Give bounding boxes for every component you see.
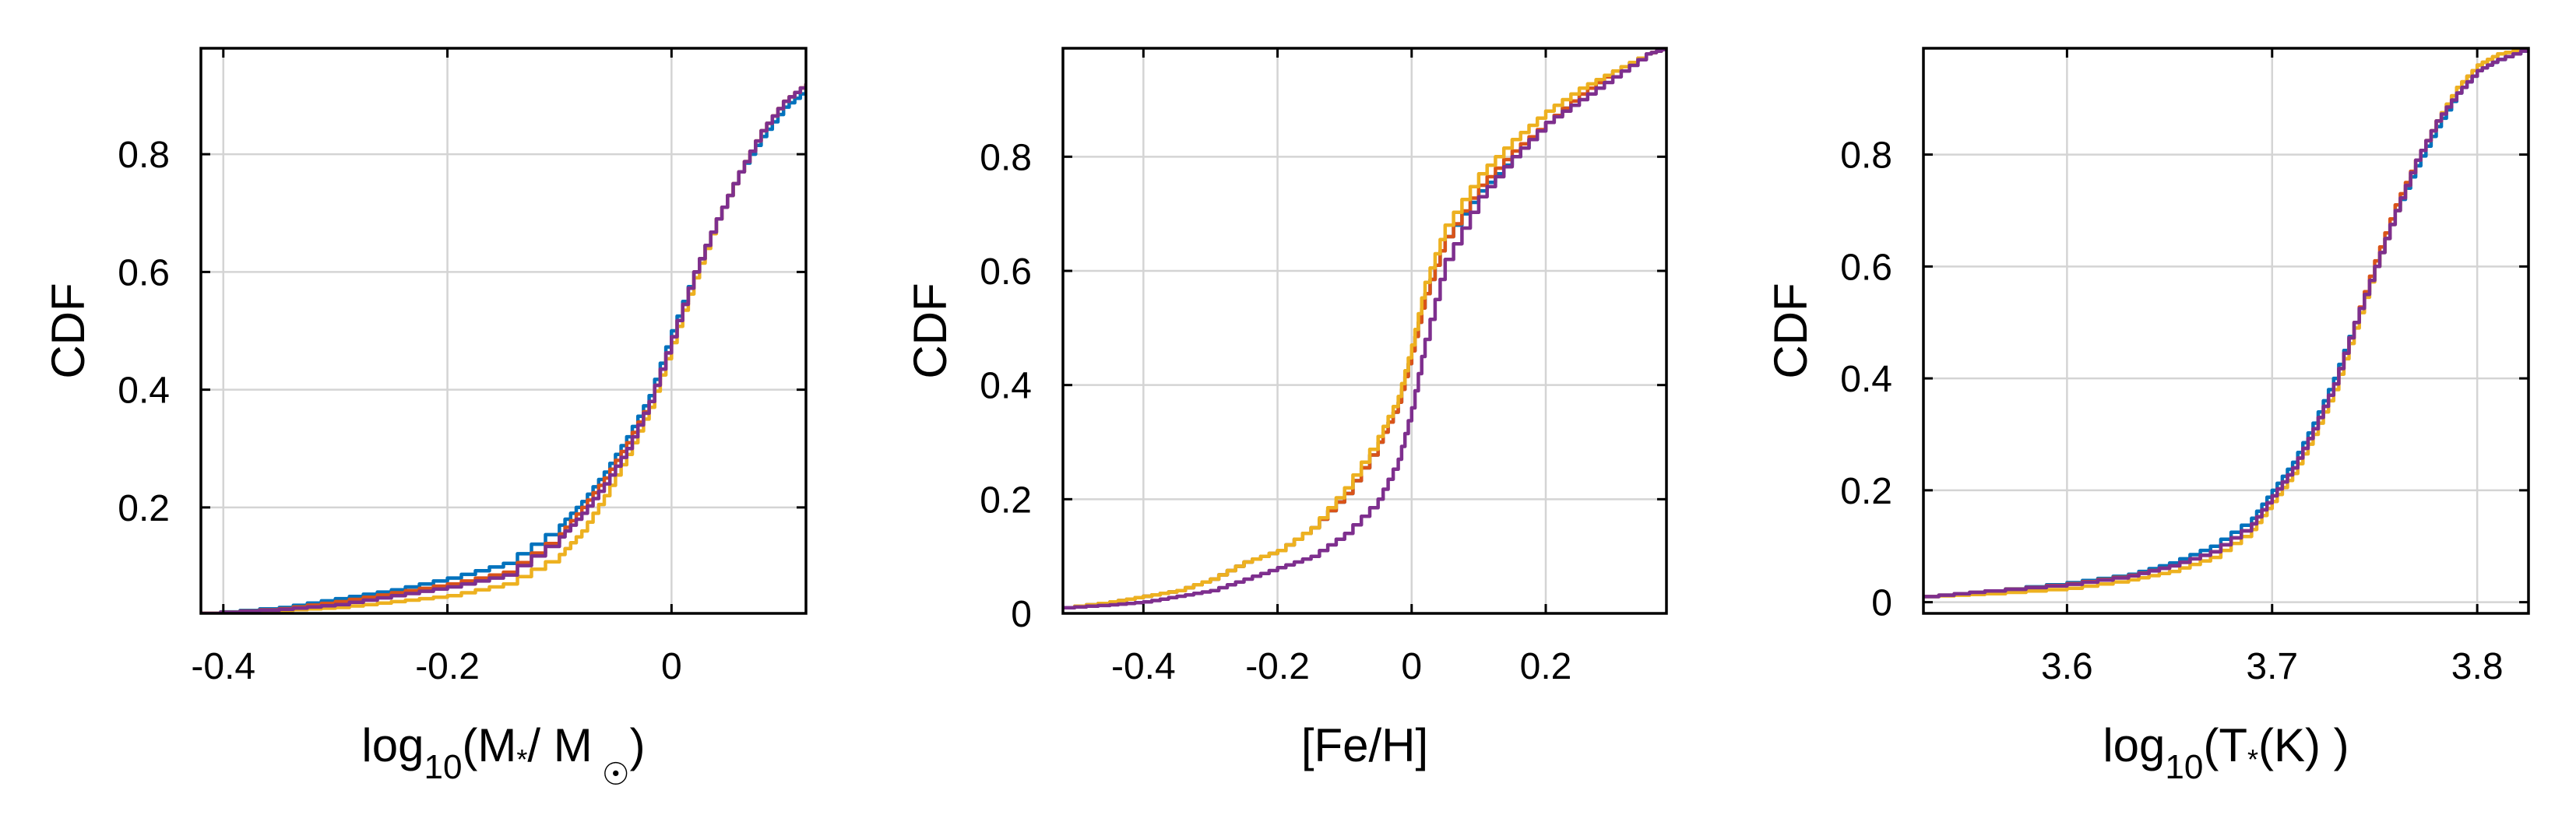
x-tick-label: 0 xyxy=(1401,646,1422,687)
cdf-series-line-4 xyxy=(1923,48,2528,599)
x-tick-label: 3.6 xyxy=(2041,646,2093,687)
cdf-series-line-1 xyxy=(1063,48,1666,609)
cdf-panel-1: -0.4 -0.2 0 0.2 0.4 0.6 0.8 CDF log10(M*/ M ☉) xyxy=(42,47,808,792)
x-axis-label: log10(T*(K) ) xyxy=(2103,719,2349,786)
plot-frame xyxy=(199,47,808,615)
cdf-series-line-4 xyxy=(1063,48,1666,609)
y-tick-label: 0.2 xyxy=(980,479,1032,521)
plot-frame xyxy=(1061,47,1668,615)
y-tick-label: 0.8 xyxy=(1840,135,1892,177)
cdf-series-line-2 xyxy=(1063,48,1666,609)
y-tick-label: 0.6 xyxy=(118,252,170,293)
y-axis-label: CDF xyxy=(42,283,94,378)
y-tick-label: 0.4 xyxy=(1840,359,1892,400)
x-tick-label: 3.7 xyxy=(2246,646,2298,687)
y-tick-label: 0 xyxy=(1871,583,1892,624)
y-tick-label: 0.8 xyxy=(980,137,1032,178)
y-tick-label: 0.4 xyxy=(118,371,170,412)
cdf-panel-2: -0.4 -0.2 0 0.2 0 0.2 0.4 0.6 0.8 CDF [Fe/H] xyxy=(904,47,1668,771)
x-tick-label: 0.2 xyxy=(1520,646,1572,687)
cdf-series-line-1 xyxy=(201,89,806,613)
cdf-series-line-3 xyxy=(201,83,806,613)
plot-frame xyxy=(1922,47,2530,615)
x-tick-label: -0.2 xyxy=(415,646,480,687)
series-group xyxy=(1923,48,2528,599)
y-tick-label: 0.4 xyxy=(980,366,1032,407)
y-tick-label: 0.6 xyxy=(1840,247,1892,288)
cdf-series-line-4 xyxy=(201,83,806,613)
x-tick-label: -0.4 xyxy=(191,646,255,687)
x-tick-label: 3.8 xyxy=(2451,646,2504,687)
x-tick-label: -0.4 xyxy=(1111,646,1176,687)
x-tick-label: -0.2 xyxy=(1245,646,1310,687)
x-axis-label: log10(M*/ M ☉) xyxy=(361,719,645,792)
cdf-series-line-3 xyxy=(1063,48,1666,609)
y-tick-label: 0.2 xyxy=(1840,471,1892,512)
y-tick-label: 0.6 xyxy=(980,251,1032,293)
y-tick-label: 0.8 xyxy=(118,135,170,176)
series-group xyxy=(1063,48,1666,609)
y-tick-label: 0 xyxy=(1011,594,1032,635)
cdf-panel-3: 3.6 3.7 3.8 0 0.2 0.4 0.6 0.8 CDF log10(T*(K) ) xyxy=(1765,47,2530,786)
cdf-series-line-2 xyxy=(201,83,806,613)
y-axis-label: CDF xyxy=(1765,283,1817,378)
y-tick-label: 0.2 xyxy=(118,488,170,529)
x-tick-label: 0 xyxy=(661,646,682,687)
y-axis-label: CDF xyxy=(904,283,956,378)
x-axis-label: [Fe/H] xyxy=(1301,719,1428,771)
series-group xyxy=(201,83,806,613)
